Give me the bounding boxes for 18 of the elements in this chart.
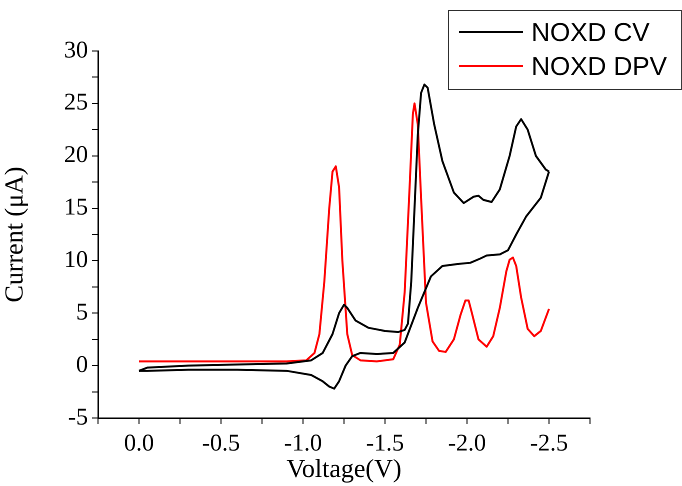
legend-label: NOXD DPV — [531, 50, 667, 83]
x-tick-label: -2.5 — [530, 430, 568, 457]
y-tick-label: 25 — [64, 90, 88, 116]
legend-label: NOXD CV — [531, 16, 650, 49]
y-tick-label: 10 — [64, 247, 88, 274]
x-tick-label: -1.5 — [366, 430, 404, 457]
y-tick-label: 30 — [64, 37, 88, 64]
x-tick-label: -2.0 — [448, 430, 486, 457]
y-tick-label: -5 — [68, 404, 88, 430]
x-tick-label: -0.5 — [202, 430, 240, 457]
y-tick-label: 20 — [64, 142, 88, 168]
x-tick-label: -1.0 — [284, 430, 322, 457]
y-tick-label: 0 — [76, 352, 88, 378]
x-tick-label: 0.0 — [124, 430, 154, 457]
y-axis-title: Current (μA) — [0, 166, 28, 302]
y-tick-label: 15 — [64, 194, 88, 221]
y-tick-label: 5 — [76, 299, 88, 326]
x-axis-title: Voltage(V) — [286, 454, 402, 484]
